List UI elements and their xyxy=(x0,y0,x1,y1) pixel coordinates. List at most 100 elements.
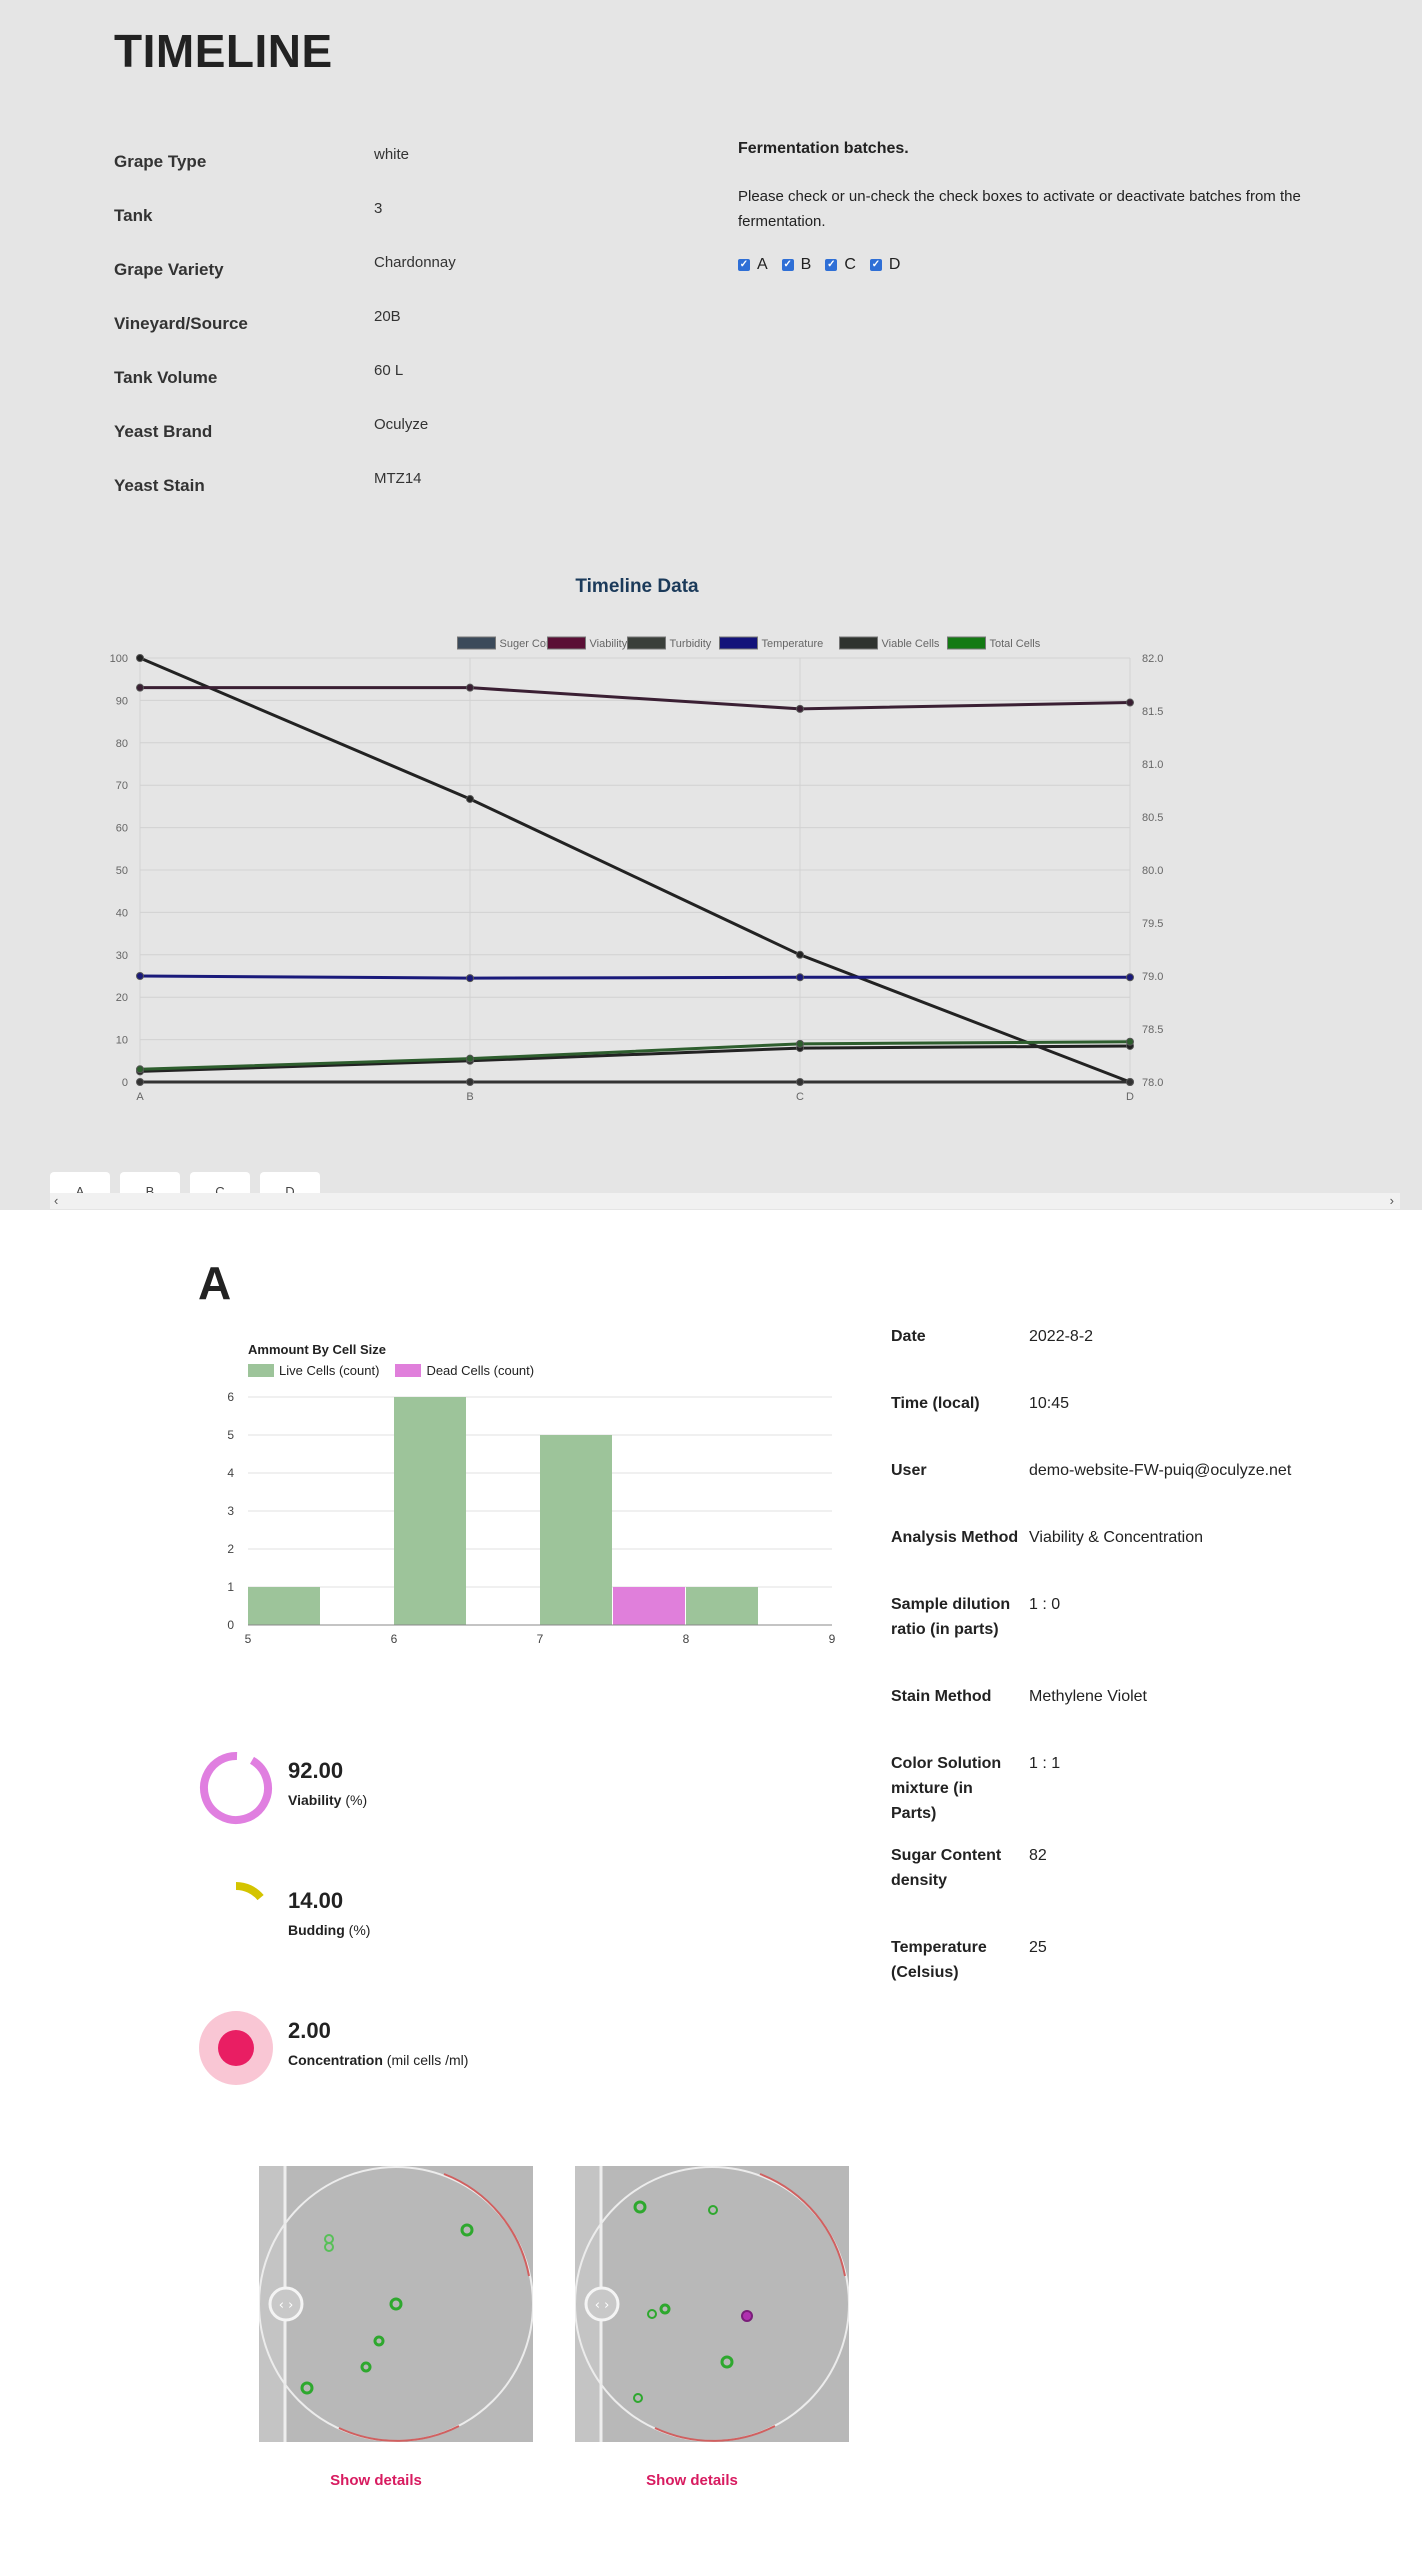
batch-checkboxes: ✓ A ✓ B ✓ C ✓ D xyxy=(738,256,1338,274)
y-tick: 2 xyxy=(227,1542,234,1556)
y-tick: 1 xyxy=(227,1580,234,1594)
sample-title: A xyxy=(198,1257,232,1309)
batch-checkbox-c[interactable]: ✓ C xyxy=(825,256,856,274)
series-point xyxy=(466,794,474,803)
show-details-link-1[interactable]: Show details xyxy=(330,2472,422,2489)
y-tick-right: 78.0 xyxy=(1142,1077,1163,1089)
series-point xyxy=(136,1065,144,1074)
batch-label: A xyxy=(757,256,768,273)
checkbox-checked-icon[interactable]: ✓ xyxy=(738,259,750,271)
batch-label: D xyxy=(888,256,901,273)
legend-swatch xyxy=(547,636,586,650)
property-value: 60 L xyxy=(374,362,404,379)
cell-size-chart: 0 1 2 3 4 5 6 5 6 7 8 9 xyxy=(227,1390,836,1646)
timeline-chart: Suger Content Viability Turbidity Temperatu… xyxy=(110,636,1163,1103)
y-tick-right: 79.0 xyxy=(1142,971,1163,983)
property-row: Yeast Brand Oculyze xyxy=(114,410,674,464)
property-value: 3 xyxy=(374,200,383,217)
series-point xyxy=(1126,1037,1134,1046)
horizontal-scrollbar[interactable]: ‹ › xyxy=(50,1193,1400,1209)
checkbox-checked-icon[interactable]: ✓ xyxy=(781,259,794,271)
y-tick-right: 79.5 xyxy=(1142,918,1163,930)
series-point xyxy=(466,1054,474,1063)
svg-text:‹ ›: ‹ › xyxy=(595,2298,610,2313)
legend-label: Temperature xyxy=(762,638,824,650)
y-tick: 3 xyxy=(227,1504,234,1518)
x-tick: D xyxy=(1126,1091,1134,1103)
checkbox-checked-icon[interactable]: ✓ xyxy=(869,259,882,271)
viability-value: 92.00 xyxy=(288,1758,344,1783)
legend-swatch xyxy=(248,1364,274,1377)
legend-live-cells[interactable]: Live Cells (count) xyxy=(248,1363,379,1378)
property-label: Yeast Brand xyxy=(114,422,213,441)
property-row: Tank 3 xyxy=(114,194,674,248)
svg-text:‹ ›: ‹ › xyxy=(279,2298,294,2313)
fermentation-description: Please check or un-check the check boxes… xyxy=(738,188,1301,230)
series-point xyxy=(796,1039,804,1048)
microscope-image-2-graphic: ‹ › xyxy=(575,2166,849,2442)
microscope-image-1[interactable]: ‹ › xyxy=(259,2166,533,2442)
legend-label: Dead Cells (count) xyxy=(426,1363,535,1378)
timeline-section: TIMELINE Grape Type white Tank 3 Grape Var… xyxy=(0,0,1422,1210)
x-tick: A xyxy=(136,1091,144,1103)
batch-checkbox-b[interactable]: ✓ B xyxy=(781,256,812,274)
batch-label: B xyxy=(800,256,812,273)
bar xyxy=(686,1587,758,1625)
batch-checkbox-a[interactable]: ✓ A xyxy=(738,256,768,274)
timeline-chart-title: Timeline Data xyxy=(575,576,699,597)
concentration-circle-icon xyxy=(199,2011,273,2085)
y-tick-right: 81.5 xyxy=(1142,706,1163,718)
bar xyxy=(540,1435,612,1625)
series-line xyxy=(139,1040,1131,1071)
series-point xyxy=(136,972,144,980)
x-tick: B xyxy=(466,1091,473,1103)
microscope-image-2[interactable]: ‹ › xyxy=(575,2166,849,2442)
property-value: Chardonnay xyxy=(374,254,456,271)
y-tick-left: 50 xyxy=(116,865,128,877)
y-tick: 6 xyxy=(227,1390,234,1404)
x-tick: 6 xyxy=(391,1632,398,1646)
fermentation-title: Fermentation batches. xyxy=(738,140,909,157)
property-row: Tank Volume 60 L xyxy=(114,356,674,410)
y-tick-left: 60 xyxy=(116,823,128,835)
budding-metric: 14.00 Budding (%) xyxy=(198,1878,598,1958)
y-tick-left: 90 xyxy=(116,695,128,707)
y-tick-right: 80.5 xyxy=(1142,812,1163,824)
property-row: Grape Type white xyxy=(114,140,674,194)
series-point xyxy=(796,950,804,959)
legend-label: Viability xyxy=(590,638,628,650)
concentration-value: 2.00 xyxy=(288,2018,331,2043)
budding-ring-icon xyxy=(200,1882,272,1954)
scroll-left-arrow-icon[interactable]: ‹ xyxy=(54,1193,59,1208)
fermentation-batches-panel: Fermentation batches. Please check or un… xyxy=(738,136,1338,274)
show-details-link-2[interactable]: Show details xyxy=(646,2472,738,2489)
series-point xyxy=(796,704,804,713)
property-label: Grape Type xyxy=(114,152,207,171)
y-tick-left: 30 xyxy=(116,950,128,962)
viability-metric: 92.00 Viability (%) xyxy=(198,1748,598,1828)
concentration-metric: 2.00 Concentration (mil cells /ml) xyxy=(198,2008,598,2088)
page-title: TIMELINE xyxy=(114,25,333,77)
y-tick-left: 0 xyxy=(122,1077,128,1089)
legend-dead-cells[interactable]: Dead Cells (count) xyxy=(395,1363,534,1378)
bar xyxy=(248,1587,320,1625)
series-point xyxy=(796,973,804,982)
y-tick-right: 78.5 xyxy=(1142,1024,1163,1036)
property-label: Vineyard/Source xyxy=(114,314,248,333)
checkbox-checked-icon[interactable]: ✓ xyxy=(825,259,838,271)
property-label: Yeast Stain xyxy=(114,476,205,495)
series-line xyxy=(139,1044,1131,1073)
batch-checkbox-d[interactable]: ✓ D xyxy=(869,256,901,274)
bar xyxy=(613,1587,685,1625)
x-tick: C xyxy=(796,1091,804,1103)
property-label: Tank Volume xyxy=(114,368,218,387)
legend-swatch xyxy=(457,636,496,650)
series-line xyxy=(139,974,1130,980)
cell-size-chart-title: Ammount By Cell Size xyxy=(248,1342,386,1357)
scroll-right-arrow-icon[interactable]: › xyxy=(1389,1193,1394,1208)
property-row: Vineyard/Source 20B xyxy=(114,302,674,356)
legend-label: Total Cells xyxy=(990,638,1041,650)
bar xyxy=(394,1397,466,1625)
series-line xyxy=(140,686,1131,711)
x-tick: 9 xyxy=(829,1632,836,1646)
